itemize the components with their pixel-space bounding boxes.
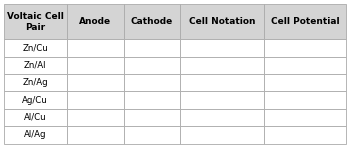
Bar [264,91,346,109]
Bar [124,57,180,74]
Bar [180,74,264,91]
Bar [264,74,346,91]
Bar [67,39,124,57]
Text: Al/Cu: Al/Cu [24,113,47,122]
Bar [67,4,124,39]
Bar [124,91,180,109]
Bar [124,39,180,57]
Bar [180,91,264,109]
Bar [180,4,264,39]
Bar [67,57,124,74]
Bar [124,109,180,126]
Bar [4,74,67,91]
Text: Cell Potential: Cell Potential [271,17,340,26]
Bar [67,74,124,91]
Bar [67,109,124,126]
Text: Anode: Anode [79,17,111,26]
Text: Cell Notation: Cell Notation [189,17,256,26]
Text: Ag/Cu: Ag/Cu [22,96,48,105]
Text: Zn/Cu: Zn/Cu [22,43,48,52]
Bar [4,126,67,144]
Text: Zn/Al: Zn/Al [24,61,47,70]
Bar [124,4,180,39]
Bar [4,91,67,109]
Text: Cathode: Cathode [131,17,173,26]
Bar [264,57,346,74]
Bar [180,39,264,57]
Bar [67,91,124,109]
Bar [124,126,180,144]
Bar [4,109,67,126]
Text: Zn/Ag: Zn/Ag [22,78,48,87]
Bar [4,4,67,39]
Text: Al/Ag: Al/Ag [24,130,47,139]
Bar [4,39,67,57]
Bar [264,109,346,126]
Bar [264,39,346,57]
Bar [264,126,346,144]
Bar [4,57,67,74]
Bar [180,109,264,126]
Bar [264,4,346,39]
Bar [180,57,264,74]
Bar [124,74,180,91]
Bar [67,126,124,144]
Bar [180,126,264,144]
Text: Voltaic Cell
Pair: Voltaic Cell Pair [7,12,64,32]
